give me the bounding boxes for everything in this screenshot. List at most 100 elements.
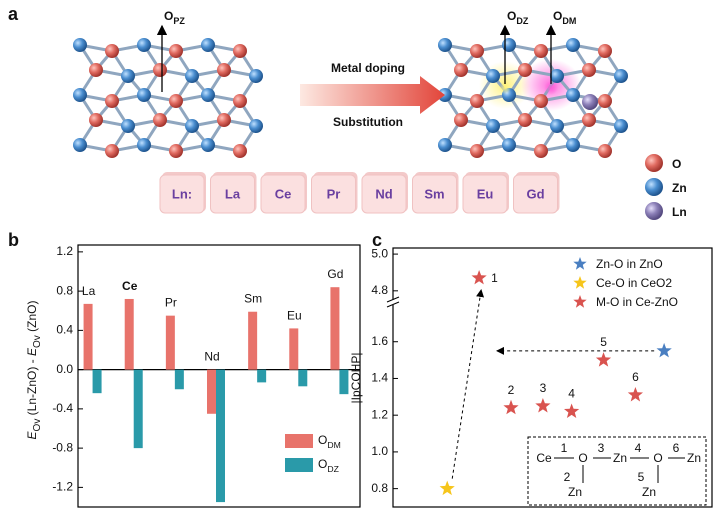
legend-atom	[645, 202, 663, 220]
atom	[582, 63, 596, 77]
site-sub: DM	[562, 16, 576, 26]
atom	[598, 94, 612, 108]
atom	[502, 138, 516, 152]
bar	[165, 315, 175, 370]
atom	[105, 44, 119, 58]
legend-marker	[573, 295, 587, 308]
inset-bond-label: 4	[635, 441, 642, 455]
atom	[153, 113, 167, 127]
inset-bond-label: 2	[564, 470, 571, 484]
point-label: 6	[632, 370, 639, 384]
category-label: Nd	[204, 350, 219, 364]
atom	[534, 144, 548, 158]
legend-swatch	[285, 434, 313, 448]
ln-box	[210, 174, 255, 214]
atom	[486, 69, 500, 83]
category-label: Pr	[165, 296, 177, 310]
inset-bond-label: 1	[561, 441, 568, 455]
y-label-part: E	[25, 347, 39, 356]
atom	[438, 38, 452, 52]
legend-marker	[573, 257, 587, 270]
atom	[121, 69, 135, 83]
point-label: 4	[568, 387, 575, 401]
category-label: Eu	[287, 308, 302, 322]
atom	[201, 38, 215, 52]
ln-label: La	[225, 186, 241, 201]
ln-label: Gd	[526, 186, 544, 201]
atom	[499, 82, 511, 94]
atom	[89, 113, 103, 127]
category-label: Ce	[122, 279, 138, 293]
atom	[201, 88, 215, 102]
point-label: 1	[491, 271, 498, 285]
category-label: La	[82, 284, 96, 298]
site-label: OPZ	[164, 9, 185, 26]
process-arrow	[300, 76, 445, 114]
bar	[330, 287, 340, 370]
bar	[92, 369, 102, 394]
star-point	[535, 398, 551, 413]
inset-atom: O	[653, 451, 662, 465]
atom	[105, 144, 119, 158]
atom	[137, 38, 151, 52]
atom	[582, 113, 596, 127]
y-tick-label: -0.8	[52, 440, 73, 454]
star-point	[595, 352, 612, 367]
y-tick-label: 1.6	[371, 334, 388, 348]
bar	[216, 369, 225, 503]
ln-label: Ln:	[172, 186, 192, 201]
ln-box	[311, 174, 356, 214]
atom	[233, 94, 247, 108]
atom	[73, 138, 87, 152]
inset-bond-label: 5	[638, 470, 645, 484]
legend-atom	[645, 154, 663, 172]
y-tick-label: 5.0	[371, 246, 388, 260]
atom	[233, 44, 247, 58]
y-tick-label: 4.8	[371, 283, 388, 297]
panel-label: c	[372, 230, 382, 250]
star-point	[627, 387, 643, 402]
ln-label: Ce	[275, 186, 292, 201]
atom	[201, 138, 215, 152]
atom	[153, 63, 167, 77]
star-point	[471, 270, 487, 285]
ln-box	[159, 174, 205, 214]
atom	[249, 119, 263, 133]
atom	[550, 119, 564, 133]
atom	[502, 38, 516, 52]
atom	[534, 44, 548, 58]
y-tick-label: 1.4	[371, 371, 388, 385]
category-label: Sm	[244, 292, 262, 306]
legend-atom	[645, 178, 663, 196]
bar	[207, 369, 216, 414]
atom	[169, 94, 183, 108]
atom	[470, 144, 484, 158]
atom	[73, 88, 87, 102]
legend-label: M-O in Ce-ZnO	[596, 295, 678, 309]
atom	[566, 138, 580, 152]
atom	[137, 88, 151, 102]
legend-label: O	[672, 157, 681, 171]
inset-atom: Zn	[687, 451, 701, 465]
atom	[169, 144, 183, 158]
panel-label: b	[8, 230, 19, 250]
y-label-part: (Ln-ZnO) -	[25, 356, 39, 419]
ln-box	[462, 174, 508, 214]
atom	[598, 44, 612, 58]
y-axis-label: |IpCOHP|	[349, 353, 363, 404]
atom	[185, 69, 199, 83]
legend-label: Zn	[672, 181, 687, 195]
y-axis-label: EOv (Ln-ZnO) - EOv (ZnO)	[25, 301, 43, 440]
ln-box	[361, 174, 407, 214]
axis-break	[386, 296, 400, 303]
atom	[121, 119, 135, 133]
guide-arrow	[451, 288, 485, 479]
y-tick-label: -0.4	[52, 401, 73, 415]
ln-box	[260, 174, 306, 214]
y-tick-label: 0.8	[56, 283, 73, 297]
inset-atom: O	[578, 451, 587, 465]
atom	[598, 144, 612, 158]
arrow-label: Substitution	[333, 115, 403, 129]
atom	[438, 138, 452, 152]
